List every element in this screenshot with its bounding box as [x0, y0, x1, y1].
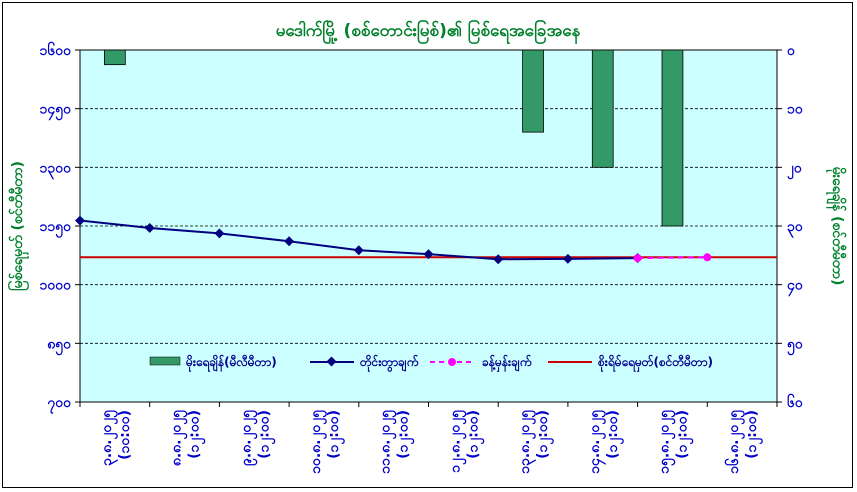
- left-tick-label: ၁၆၀၀: [40, 42, 73, 59]
- x-tick-label-date: ၉.၈.၂၀၂၅: [238, 409, 257, 466]
- legend-level-label: တိုင်းတွာချက်: [359, 353, 419, 373]
- y-left-axis-title: မြစ်ရေမှတ် (စင်တီမီတာ): [8, 161, 29, 291]
- x-tick-label-time: (၁၂:၀၀): [187, 410, 206, 459]
- right-tick-label: ၄၀: [787, 278, 804, 297]
- water-level-point: [144, 223, 155, 233]
- x-tick-label-date: ၁၂.၈.၂၀၂၅: [447, 409, 466, 473]
- water-level-point: [562, 253, 573, 264]
- water-level-point: [353, 245, 364, 256]
- y-right-axis-title: မိုးရေချိန် (စင်တီမီတာ): [826, 167, 846, 286]
- x-axis-ticks: ၃.၈.၂၀၂၅ (၁၀:၀၀) ၈.၈.၂၀၂၅ (၁၂:၀၀) ၉.၈.၂၀၂၅ (၁…: [79, 402, 778, 474]
- left-tick-label: ၇၀၀: [47, 395, 72, 414]
- water-level-point: [75, 215, 85, 226]
- x-tick-label-date: ၁၁.၈.၂၀၂၅: [378, 409, 397, 474]
- left-tick-label: ၁၄၅၀: [40, 102, 73, 121]
- right-tick-label: ၃၀: [787, 219, 804, 238]
- x-tick-label-time: (၁၂:၀၀): [326, 410, 345, 459]
- x-tick-label-time: (၁၂:၀၀): [396, 410, 415, 459]
- forecast-series: [633, 253, 712, 263]
- x-tick-label-date: ၁၅.၈.၂၀၂၅: [656, 409, 675, 474]
- forecast-point: [703, 253, 712, 262]
- left-tick-label: ၁၃၀၀: [40, 160, 73, 179]
- legend-forecast-marker: [448, 358, 456, 366]
- rainfall-bar: [591, 49, 614, 168]
- left-tick-label: ၈၅၀: [47, 336, 72, 355]
- legend-danger-label: စိုးရိမ်ရေမှတ်(စင်တီမီတာ): [597, 353, 713, 373]
- water-level-point: [284, 236, 295, 247]
- x-tick-label-date: ၁၆.၈.၂၀၂၅: [725, 409, 745, 474]
- x-tick-label-time: (၁၂:၀၀): [256, 410, 275, 459]
- left-tick-label: ၁၁၅၀: [40, 219, 73, 238]
- legend-rain-label: မိုးရေချိန်(မီလီမီတာ): [185, 353, 277, 373]
- x-tick-label-time: (၁၂:၀၀): [605, 410, 624, 459]
- x-tick-label-date: ၃.၈.၂၀၂၅: [99, 409, 118, 466]
- x-tick-label-time: (၁၀:၀၀): [117, 410, 133, 460]
- x-tick-label-date: ၁၃.၈.၂၀၂၅: [517, 409, 536, 474]
- x-tick-label-time: (၁၂:၀၀): [535, 410, 554, 459]
- gridlines: [80, 108, 777, 344]
- right-tick-label: ၀: [787, 43, 796, 59]
- x-tick-label-date: ၈.၈.၂၀၂၅: [169, 409, 188, 466]
- x-tick-label-time: (၁၂:၀၀): [674, 410, 693, 459]
- right-tick-label: ၁၀: [787, 102, 804, 118]
- water-level-point: [423, 249, 434, 260]
- x-tick-label-date: ၁၀.၈.၂၀၂၅: [308, 409, 327, 474]
- water-level-point: [214, 228, 225, 239]
- rainfall-bar: [661, 49, 684, 227]
- legend-rain-swatch: [149, 356, 181, 366]
- right-tick-label: ၂၀: [787, 160, 803, 179]
- legend-forecast-label: ခန့်မှန်းချက်: [482, 353, 532, 373]
- legend-level-marker: [326, 356, 337, 367]
- left-tick-label: ၁၀၀၀: [40, 278, 73, 294]
- rainfall-bars: [103, 49, 684, 227]
- rainfall-bar: [522, 49, 544, 133]
- x-tick-label-time: (၁၂:၀၀): [465, 410, 484, 459]
- right-tick-label: ၅၀: [787, 336, 804, 355]
- legend: မိုးရေချိန်(မီလီမီတာ) တိုင်းတွာချက် ခန့်…: [149, 353, 713, 373]
- x-tick-label-date: ၁၄.၈.၂၀၂၅: [587, 409, 606, 474]
- x-tick-label-time: (၁၂:၀၀): [744, 410, 763, 459]
- chart-title: မဒေါက်မြို့ (စစ်တောင်းမြစ်)၏ မြစ်ရေအခြေအ…: [276, 18, 581, 45]
- rainfall-bar: [103, 49, 126, 66]
- forecast-point: [633, 254, 642, 263]
- forecast-line: [637, 256, 708, 260]
- right-tick-label: ၆၀: [787, 394, 804, 411]
